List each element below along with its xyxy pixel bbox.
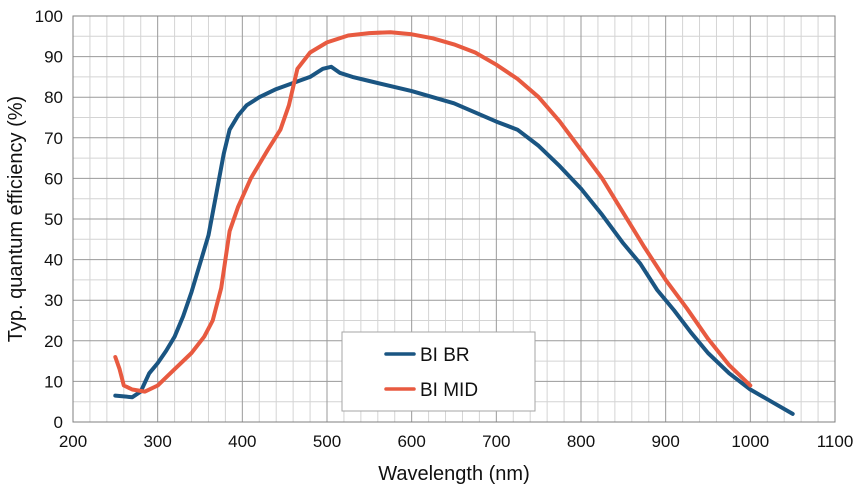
x-axis-label: Wavelength (nm) [378, 463, 530, 485]
legend-label-bi-mid: BI MID [420, 380, 478, 401]
series-line-bi-br [113, 64, 795, 416]
x-tick-label: 1100 [817, 432, 854, 451]
y-tick-label: 30 [44, 291, 63, 310]
y-tick-label: 60 [44, 169, 63, 188]
legend-box [341, 331, 536, 412]
x-tick-label: 800 [567, 432, 595, 451]
x-tick-label: 300 [143, 432, 171, 451]
x-tick-label: 500 [313, 432, 341, 451]
x-tick-label: 600 [397, 432, 425, 451]
y-tick-label: 80 [44, 88, 63, 107]
legend-label-bi-br: BI BR [420, 345, 470, 366]
y-axis-label: Typ. quantum efficiency (%) [5, 96, 27, 342]
series-layer [113, 30, 795, 416]
x-tick-label: 200 [59, 432, 87, 451]
y-tick-label: 70 [44, 129, 63, 148]
y-tick-label: 40 [44, 251, 63, 270]
series-line-bi-mid [113, 30, 753, 394]
x-tick-label: 1000 [731, 432, 769, 451]
tick-labels: 200 300 400 500 600 700 800 900 1000 1100 0 10 20 30 4… [35, 7, 854, 451]
legend: BI BR BI MID [341, 331, 536, 412]
y-tick-label: 100 [35, 7, 63, 26]
plot-border [72, 15, 836, 423]
y-tick-label: 50 [44, 210, 63, 229]
x-tick-label: 900 [651, 432, 679, 451]
x-tick-label: 400 [228, 432, 256, 451]
y-tick-label: 0 [54, 413, 63, 432]
x-tick-label: 700 [482, 432, 510, 451]
y-tick-label: 10 [44, 372, 63, 391]
y-tick-label: 20 [44, 332, 63, 351]
y-tick-label: 90 [44, 48, 63, 67]
